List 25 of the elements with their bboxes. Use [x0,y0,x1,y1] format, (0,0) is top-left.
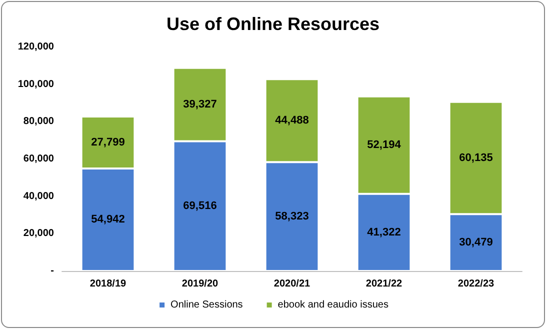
chart-title: Use of Online Resources [166,14,380,34]
data-label: 39,327 [183,98,217,111]
y-tick-label: 80,000 [23,116,54,128]
legend-label: ebook and eaudio issues [278,300,388,310]
y-tick-label: 60,000 [23,154,54,164]
y-tick-label: 120,000 [18,42,54,52]
data-label: 41,322 [367,226,401,238]
data-label: 52,194 [367,139,402,152]
y-tick-label: 20,000 [23,228,54,240]
x-tick-label: 2019/20 [182,278,219,290]
x-tick-label: 2022/23 [458,278,495,290]
legend-label: Online Sessions [170,300,243,310]
data-label: 27,799 [91,136,125,148]
data-label: 69,516 [183,200,217,212]
x-tick-label: 2018/19 [90,278,127,290]
data-label: 58,323 [275,210,309,223]
y-tick-label: 40,000 [23,190,54,202]
x-tick-label: 2020/21 [274,278,311,290]
y-tick-label: 100,000 [18,78,54,90]
data-label: 44,488 [275,114,309,127]
x-tick-label: 2021/22 [366,278,403,290]
data-label: 60,135 [459,152,493,164]
data-label: 30,479 [459,236,493,249]
data-label: 54,942 [91,214,125,226]
y-tick-label: - [50,266,54,276]
